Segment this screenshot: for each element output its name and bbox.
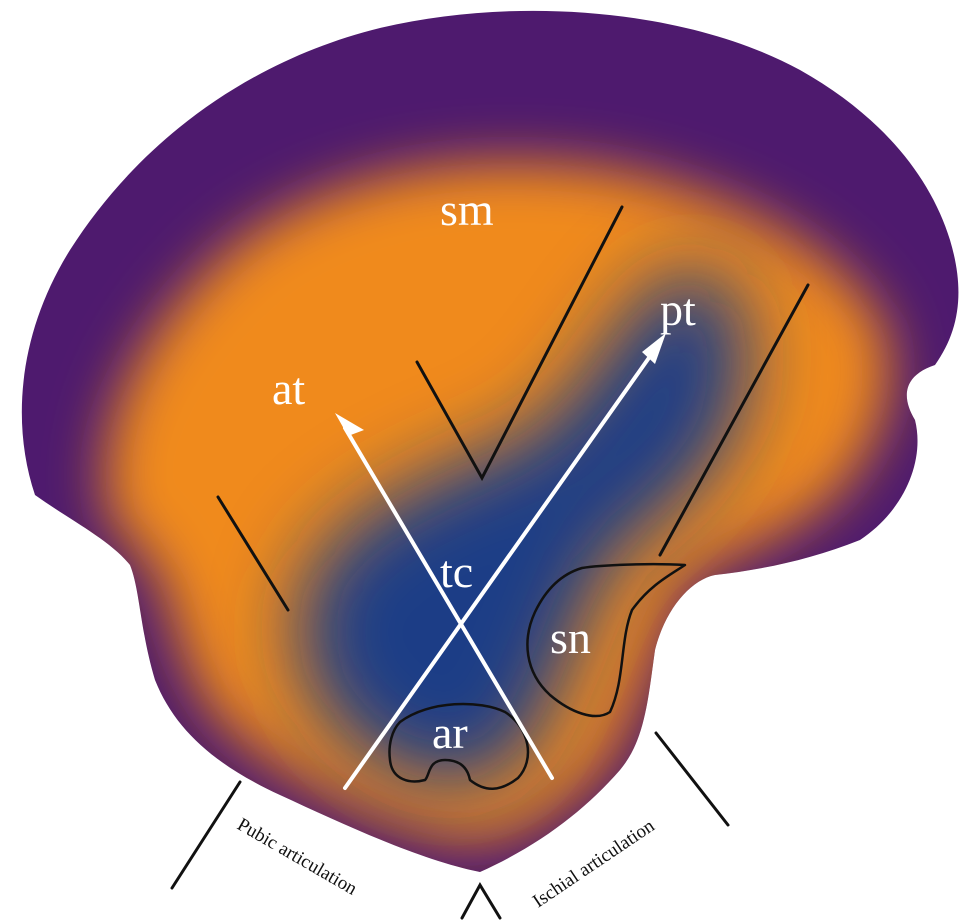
at-arrowhead xyxy=(335,413,364,436)
outlined-regions xyxy=(388,562,687,790)
sn-outline xyxy=(526,562,687,718)
label-tc: tc xyxy=(440,546,473,597)
notch-line xyxy=(460,881,502,920)
at-arrow xyxy=(343,426,554,780)
ar-outline xyxy=(388,702,530,790)
pt-arrow xyxy=(343,343,660,790)
ischial-articulation-line xyxy=(654,731,730,827)
pubic-articulation-label: Pubic articulation xyxy=(234,814,361,900)
label-ar: ar xyxy=(432,707,468,758)
left-boundary-line xyxy=(216,495,290,612)
label-pt: pt xyxy=(660,284,696,335)
label-at: at xyxy=(272,363,305,414)
reference-lines xyxy=(170,205,810,920)
v-line xyxy=(415,205,624,482)
trajectory-arrows xyxy=(335,333,666,790)
label-sn: sn xyxy=(550,612,591,663)
high-density-core xyxy=(297,269,748,786)
pt-arrowhead xyxy=(642,333,666,364)
label-sm: sm xyxy=(440,184,494,235)
pubic-articulation-line xyxy=(170,780,242,890)
right-boundary-line xyxy=(658,283,810,557)
